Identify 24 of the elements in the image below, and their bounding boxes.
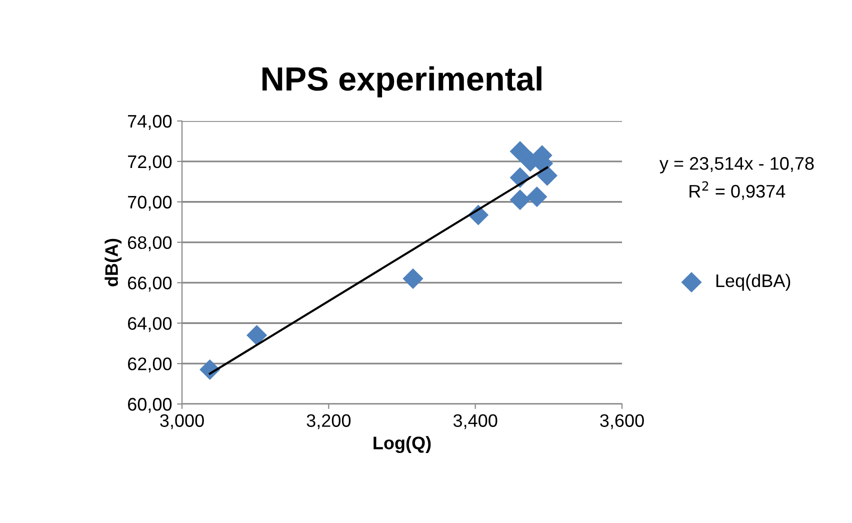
y-tick-label: 70,00 <box>128 196 172 211</box>
legend-label: Leq(dBA) <box>716 274 790 291</box>
y-tick-label: 62,00 <box>128 358 172 372</box>
y-tick-label: 64,00 <box>128 317 172 332</box>
y-axis-title: dB(A) <box>104 238 122 286</box>
point <box>526 186 548 208</box>
x-tick-label: 3,200 <box>306 414 351 430</box>
point <box>510 190 530 210</box>
x-tick-label: 3,400 <box>453 414 498 430</box>
y-tick-label: 60,00 <box>128 398 172 413</box>
point <box>536 165 558 186</box>
y-tick-label: 72,00 <box>128 155 172 170</box>
y-tick-label: 66,00 <box>128 276 172 292</box>
x-tick-label: 3,000 <box>160 414 204 430</box>
point <box>510 141 530 162</box>
point <box>402 268 424 289</box>
x-tick-label: 3,600 <box>600 414 644 430</box>
point <box>246 324 268 346</box>
y-tick-label: 74,00 <box>128 114 172 130</box>
text: R$^{2}$ = 0,9374 <box>690 181 786 200</box>
y-tick-label: 68,00 <box>128 236 172 252</box>
x-axis-title: Log(Q) <box>374 436 431 454</box>
chart-title: NPS experimental <box>262 66 542 98</box>
text: y = 23,514x - 10,78 <box>659 157 814 174</box>
